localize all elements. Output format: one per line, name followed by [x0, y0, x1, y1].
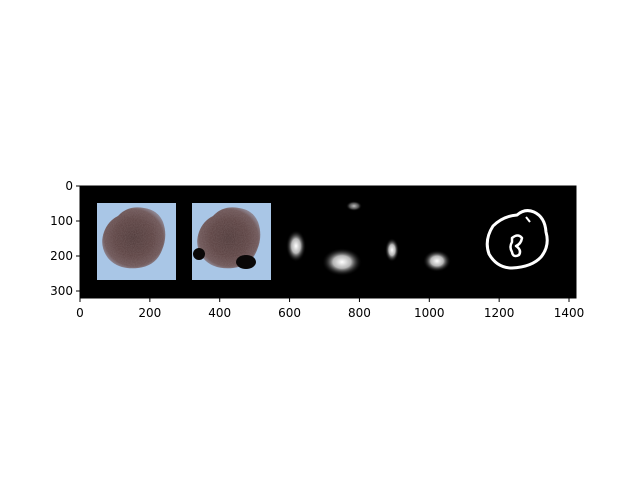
y-tick-label: 0	[65, 179, 73, 193]
x-tick-label: 200	[138, 306, 161, 320]
panel-original-lesion	[97, 203, 176, 280]
panel-heatmap-left	[286, 201, 362, 276]
x-tick-label: 1400	[554, 306, 585, 320]
axes-frame	[79, 185, 577, 299]
x-axis: 0 200 400 600 800 1000 1200 1400	[76, 298, 584, 320]
panel-lesion-contour	[485, 209, 549, 270]
panel-heatmap-right	[385, 238, 451, 272]
x-tick-label: 600	[278, 306, 301, 320]
x-tick-label: 800	[348, 306, 371, 320]
x-tick-label: 1000	[414, 306, 445, 320]
x-tick-label: 0	[76, 306, 84, 320]
panel-lesion-dark-spots	[192, 203, 271, 280]
y-tick-label: 200	[50, 249, 73, 263]
y-tick-label: 100	[50, 214, 73, 228]
x-tick-label: 400	[208, 306, 231, 320]
x-tick-label: 1200	[484, 306, 515, 320]
y-axis: 0 100 200 300	[50, 179, 80, 298]
y-tick-label: 300	[50, 284, 73, 298]
